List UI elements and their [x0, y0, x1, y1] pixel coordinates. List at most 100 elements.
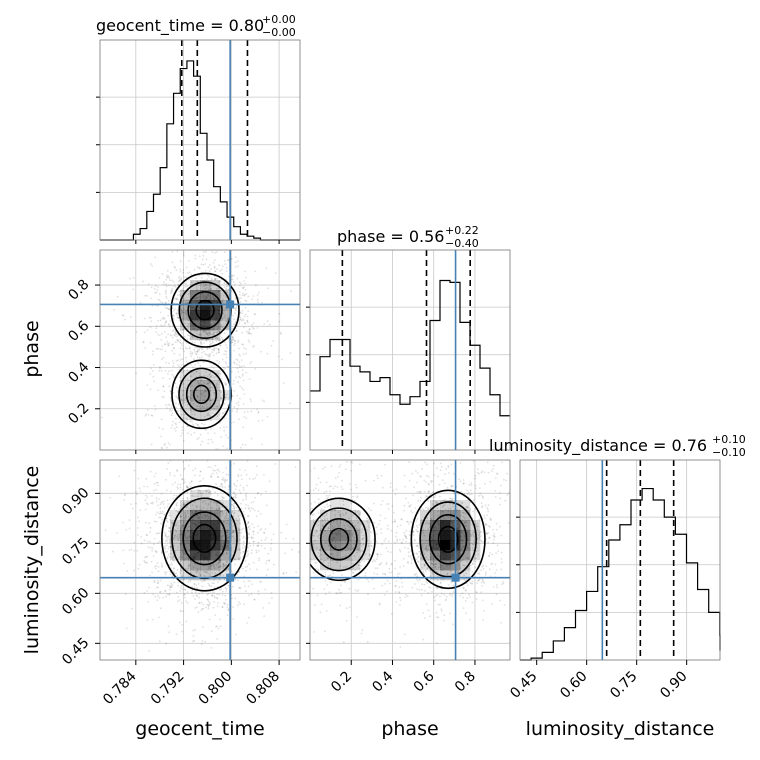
scatter-point — [324, 593, 327, 596]
scatter-point — [310, 502, 312, 505]
scatter-point — [418, 560, 420, 563]
scatter-point — [332, 556, 335, 559]
scatter-point — [362, 534, 365, 537]
scatter-point — [242, 486, 245, 489]
scatter-point — [248, 507, 251, 509]
scatter-point — [256, 544, 259, 547]
scatter-point — [439, 595, 441, 597]
scatter-point — [201, 339, 204, 341]
scatter-point — [214, 279, 217, 281]
scatter-point — [460, 560, 462, 563]
scatter-point — [173, 507, 176, 510]
scatter-point — [172, 318, 175, 321]
truth-marker — [226, 300, 235, 309]
scatter-point — [164, 534, 167, 537]
scatter-point — [207, 561, 210, 564]
scatter-point — [159, 507, 162, 509]
scatter-point — [191, 504, 194, 507]
scatter-point — [407, 547, 410, 550]
scatter-point — [360, 565, 363, 567]
scatter-point — [416, 530, 419, 533]
scatter-points — [100, 250, 293, 458]
scatter-point — [199, 573, 202, 576]
scatter-point — [184, 531, 187, 534]
scatter-point — [226, 531, 228, 534]
scatter-point — [233, 406, 236, 408]
scatter-point — [144, 499, 147, 502]
scatter-point — [235, 376, 237, 379]
scatter-point — [338, 471, 340, 474]
scatter-point — [241, 441, 243, 443]
scatter-point — [205, 606, 207, 609]
scatter-point — [126, 569, 129, 572]
scatter-point — [177, 596, 180, 598]
scatter-point — [317, 520, 320, 523]
scatter-point — [158, 334, 161, 337]
scatter-point — [362, 543, 365, 545]
scatter-point — [239, 354, 242, 357]
scatter-point — [512, 482, 514, 484]
scatter-point — [399, 646, 402, 648]
scatter-point — [221, 265, 224, 268]
scatter-point — [204, 250, 207, 253]
scatter-point — [340, 557, 342, 560]
scatter-point — [393, 519, 396, 521]
scatter-point — [250, 552, 253, 554]
scatter-point — [186, 317, 189, 320]
scatter-point — [456, 571, 459, 573]
scatter-point — [230, 278, 233, 281]
scatter-point — [241, 478, 243, 481]
scatter-point — [222, 565, 225, 568]
scatter-point — [312, 518, 315, 521]
scatter-point — [278, 320, 281, 323]
scatter-point — [364, 572, 367, 574]
scatter-point — [231, 531, 234, 534]
scatter-point — [234, 307, 237, 310]
scatter-point — [180, 505, 183, 507]
scatter-point — [306, 505, 308, 507]
scatter-point — [149, 470, 152, 473]
scatter-point — [183, 593, 186, 595]
scatter-point — [181, 525, 184, 528]
scatter-point — [305, 527, 307, 529]
scatter-point — [232, 551, 235, 553]
scatter-point — [112, 550, 114, 553]
scatter-point — [164, 478, 167, 481]
scatter-point — [475, 591, 478, 594]
scatter-point — [431, 567, 434, 569]
scatter-point — [190, 273, 193, 275]
scatter-point — [188, 299, 191, 301]
scatter-point — [488, 568, 491, 571]
scatter-point — [219, 372, 222, 375]
scatter-point — [474, 487, 477, 490]
scatter-point — [167, 461, 170, 464]
scatter-point — [351, 461, 354, 464]
scatter-point — [173, 352, 176, 355]
scatter-point — [174, 529, 177, 531]
scatter-point — [188, 550, 191, 552]
scatter-point — [167, 442, 170, 444]
scatter-point — [175, 503, 178, 506]
scatter-point — [421, 507, 424, 510]
scatter-point — [388, 582, 391, 585]
scatter-point — [338, 465, 341, 468]
scatter-point — [187, 456, 189, 458]
scatter-point — [221, 506, 223, 508]
scatter-point — [133, 469, 136, 472]
scatter-point — [445, 457, 447, 459]
scatter-point — [243, 411, 246, 414]
scatter-point — [304, 524, 306, 526]
scatter-point — [153, 380, 156, 383]
scatter-point — [157, 570, 160, 573]
scatter-point — [205, 403, 208, 405]
scatter-point — [187, 536, 190, 539]
scatter-point — [266, 568, 269, 571]
scatter-point — [163, 513, 166, 516]
scatter-point — [146, 502, 148, 505]
scatter-point — [209, 567, 212, 570]
scatter-point — [173, 454, 175, 456]
scatter-point — [181, 478, 184, 480]
scatter-point — [230, 523, 233, 526]
scatter-point — [427, 491, 430, 494]
scatter-point — [307, 536, 309, 538]
